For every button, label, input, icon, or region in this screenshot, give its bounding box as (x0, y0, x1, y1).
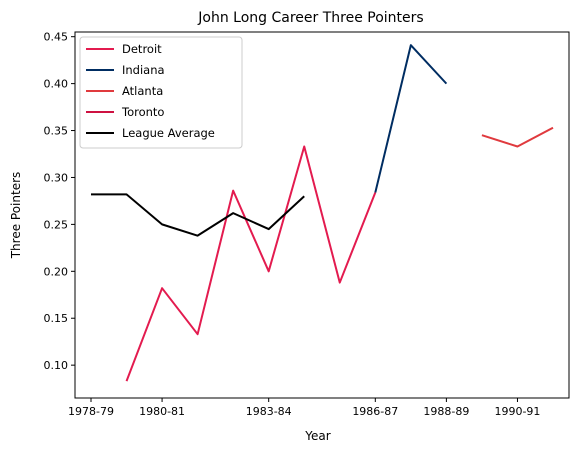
y-axis: 0.10 0.15 0.20 0.25 0.30 0.35 0.40 0.45 (44, 31, 75, 372)
y-tick-label: 0.35 (44, 125, 69, 138)
legend-label: Detroit (122, 42, 162, 56)
y-tick-label: 0.20 (44, 265, 69, 278)
x-tick-label: 1990-91 (494, 405, 540, 418)
series-line-league-average (90, 193, 305, 237)
y-tick-label: 0.40 (44, 78, 69, 91)
series-layer (90, 44, 554, 382)
y-tick-label: 0.15 (44, 312, 69, 325)
series-line-detroit (125, 145, 377, 382)
legend-label: Atlanta (122, 84, 163, 98)
legend-label: Toronto (121, 105, 164, 119)
plot-frame (74, 31, 570, 399)
legend-box (79, 36, 243, 149)
y-tick-label: 0.25 (44, 218, 69, 231)
x-tick-label: 1980-81 (139, 405, 185, 418)
chart-title: John Long Career Three Pointers (197, 10, 423, 26)
x-tick-label: 1978-79 (68, 405, 114, 418)
y-tick-label: 0.10 (44, 359, 69, 372)
x-tick-label: 1986-87 (352, 405, 398, 418)
x-tick-label: 1983-84 (246, 405, 292, 418)
y-tick-label: 0.30 (44, 171, 69, 184)
legend-label: Indiana (122, 63, 165, 77)
y-axis-label: Three Pointers (9, 172, 23, 260)
plot-area (74, 31, 570, 399)
x-axis-label: Year (304, 429, 330, 443)
legend-label: League Average (122, 126, 215, 140)
x-tick-label: 1988-89 (423, 405, 469, 418)
series-line-atlanta (481, 126, 554, 148)
y-tick-label: 0.45 (44, 31, 69, 44)
legend: Detroit Indiana Atlanta Toronto League Avera… (79, 36, 243, 149)
series-line-indiana (374, 44, 448, 193)
x-axis: 1978-79 1980-81 1983-84 1986-87 1988-89 1990-… (68, 398, 540, 418)
